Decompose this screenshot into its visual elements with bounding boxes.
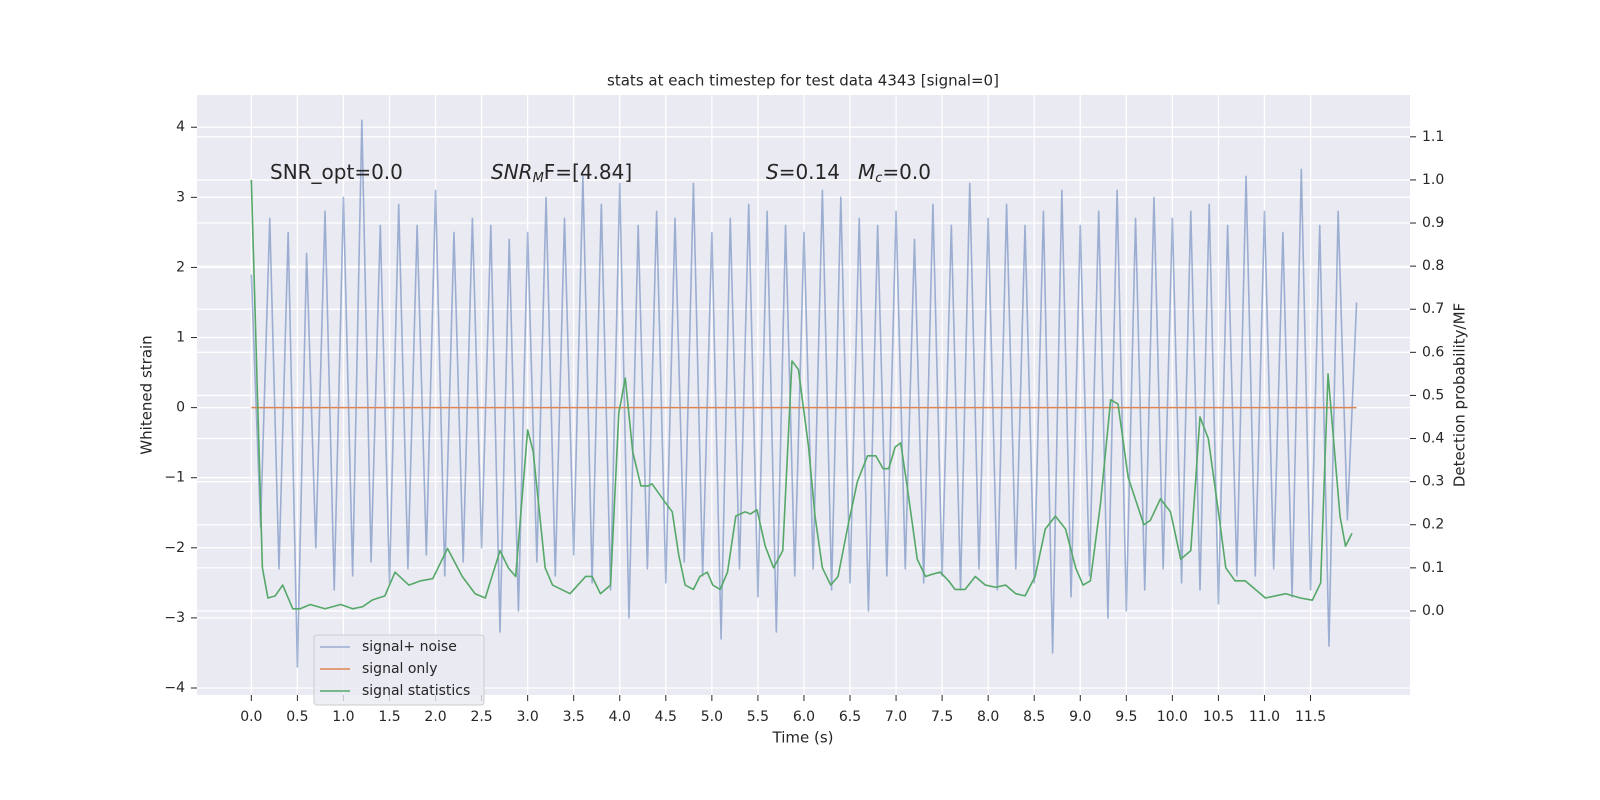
x-tick-label: 6.5	[839, 709, 861, 725]
y2-tick-label: 0.7	[1422, 301, 1444, 317]
annotation-part: SNR_opt=0.0	[270, 160, 403, 184]
legend-label: signal only	[362, 661, 437, 677]
marks	[250, 119, 1358, 668]
x-tick-label: 11.0	[1249, 709, 1280, 725]
x-tick-label: 0.5	[286, 709, 308, 725]
annotation-part: S	[766, 160, 779, 184]
y2-tick-label: 0.3	[1422, 474, 1444, 490]
y-tick-label: 3	[176, 189, 185, 205]
annotation: SNR_opt=0.0	[270, 160, 403, 184]
x-tick-label: 5.5	[747, 709, 769, 725]
y2-tick-label: 0.1	[1422, 560, 1444, 576]
annotation: Mc=0.0	[858, 160, 931, 186]
y-tick-label: −3	[164, 610, 185, 626]
annotation-part: =0.14	[779, 160, 840, 184]
series-line	[250, 179, 1353, 610]
x-tick-label: 4.5	[655, 709, 677, 725]
y2-tick-label: 0.9	[1422, 215, 1444, 231]
y-tick-label: −2	[164, 540, 185, 556]
legend-box	[313, 634, 485, 706]
annotation-part: SNR	[491, 160, 533, 184]
y2-axis-label: Detection probability/MF	[1451, 303, 1469, 487]
y2-tick-label: 0.8	[1422, 258, 1444, 274]
y2-tick-label: 0.2	[1422, 517, 1444, 533]
x-tick-label: 11.5	[1295, 709, 1326, 725]
legend-label: signal statistics	[362, 683, 470, 699]
y2-tick-label: 0.5	[1422, 387, 1444, 403]
y-axis-label: Whitened strain	[138, 335, 156, 454]
x-tick-label: 4.0	[609, 709, 631, 725]
x-tick-label: 3.0	[517, 709, 539, 725]
annotation-part: F=[4.84]	[544, 160, 632, 184]
y2-tick-label: 0.4	[1422, 431, 1444, 447]
y-tick-label: 2	[176, 259, 185, 275]
x-tick-label: 8.0	[977, 709, 999, 725]
x-tick-label: 0.0	[240, 709, 262, 725]
x-axis-label: Time (s)	[772, 729, 834, 747]
annotation: SNRMF=[4.84]	[491, 160, 632, 186]
x-tick-label: 2.0	[424, 709, 446, 725]
x-tick-label: 5.0	[701, 709, 723, 725]
series-line	[250, 119, 1358, 668]
y-tick-label: 4	[176, 119, 185, 135]
x-tick-label: 9.5	[1115, 709, 1137, 725]
x-tick-label: 1.0	[332, 709, 354, 725]
y-tick-label: 1	[176, 330, 185, 346]
y-tick-label: 0	[176, 400, 185, 416]
x-tick-label: 7.0	[885, 709, 907, 725]
annotation-part: M	[533, 171, 544, 186]
x-tick-label: 8.5	[1023, 709, 1045, 725]
x-tick-label: 3.5	[563, 709, 585, 725]
annotation-part: M	[858, 160, 875, 184]
legend-label: signal+ noise	[362, 639, 457, 655]
annotation-part: =0.0	[882, 160, 931, 184]
y2-tick-label: 1.1	[1422, 129, 1444, 145]
x-tick-label: 9.0	[1069, 709, 1091, 725]
annotation-part: c	[875, 171, 882, 186]
annotation: S=0.14	[766, 160, 840, 184]
y-tick-label: −1	[164, 470, 185, 486]
x-tick-label: 7.5	[931, 709, 953, 725]
chart-title: stats at each timestep for test data 434…	[607, 72, 999, 90]
x-tick-label: 10.5	[1203, 709, 1234, 725]
y2-tick-label: 0.6	[1422, 344, 1444, 360]
x-tick-label: 10.0	[1157, 709, 1188, 725]
x-tick-label: 6.0	[793, 709, 815, 725]
x-tick-label: 1.5	[378, 709, 400, 725]
y-tick-label: −4	[164, 680, 185, 696]
y2-tick-label: 1.0	[1422, 172, 1444, 188]
x-tick-label: 2.5	[470, 709, 492, 725]
y2-tick-label: 0.0	[1422, 603, 1444, 619]
